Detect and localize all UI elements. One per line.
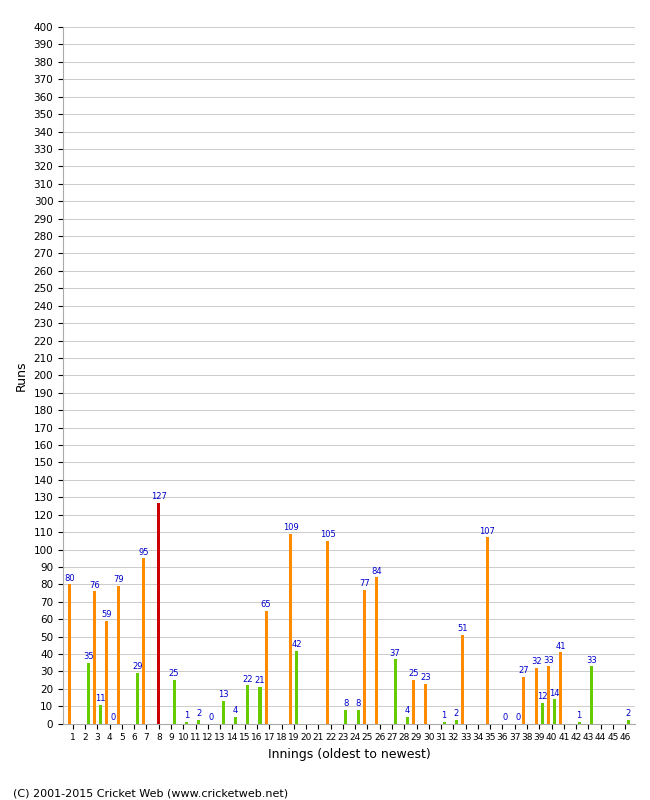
Text: 11: 11 [95, 694, 106, 703]
Text: 127: 127 [151, 492, 166, 501]
Bar [185, 722, 188, 724]
Text: 21: 21 [255, 677, 265, 686]
Text: (C) 2001-2015 Cricket Web (www.cricketweb.net): (C) 2001-2015 Cricket Web (www.cricketwe… [13, 788, 288, 798]
Bar [99, 705, 102, 724]
Text: 2: 2 [454, 710, 459, 718]
Bar [424, 684, 427, 724]
Text: 0: 0 [110, 713, 115, 722]
Text: 14: 14 [549, 689, 560, 698]
Text: 8: 8 [356, 699, 361, 708]
Text: 1: 1 [184, 711, 189, 720]
Text: 77: 77 [359, 579, 370, 588]
Bar [142, 558, 145, 724]
Bar [461, 635, 464, 724]
Bar [547, 666, 550, 724]
Bar [406, 717, 409, 724]
Bar [172, 680, 176, 724]
Text: 13: 13 [218, 690, 229, 699]
Text: 0: 0 [208, 713, 214, 722]
X-axis label: Innings (oldest to newest): Innings (oldest to newest) [268, 748, 430, 761]
Text: 80: 80 [64, 574, 75, 582]
Text: 4: 4 [233, 706, 238, 715]
Bar [136, 674, 139, 724]
Text: 25: 25 [169, 670, 179, 678]
Bar [541, 703, 544, 724]
Text: 95: 95 [138, 547, 149, 557]
Bar [486, 538, 489, 724]
Text: 33: 33 [586, 655, 597, 665]
Text: 25: 25 [408, 670, 419, 678]
Bar [344, 710, 348, 724]
Bar [265, 610, 268, 724]
Bar [295, 650, 298, 724]
Text: 1: 1 [441, 711, 447, 720]
Bar [357, 710, 359, 724]
Bar [197, 720, 200, 724]
Bar [326, 541, 329, 724]
Bar [118, 586, 120, 724]
Text: 27: 27 [519, 666, 529, 675]
Text: 33: 33 [543, 655, 554, 665]
Bar [157, 502, 161, 724]
Bar [627, 720, 630, 724]
Text: 2: 2 [196, 710, 202, 718]
Bar [93, 591, 96, 724]
Bar [559, 652, 562, 724]
Text: 22: 22 [242, 674, 253, 684]
Text: 65: 65 [261, 600, 272, 609]
Text: 1: 1 [577, 711, 582, 720]
Text: 109: 109 [283, 523, 298, 532]
Text: 37: 37 [389, 649, 400, 658]
Text: 84: 84 [371, 566, 382, 576]
Bar [289, 534, 292, 724]
Y-axis label: Runs: Runs [15, 360, 28, 390]
Text: 35: 35 [83, 652, 94, 661]
Bar [246, 686, 250, 724]
Text: 2: 2 [625, 710, 631, 718]
Bar [86, 662, 90, 724]
Bar [523, 677, 525, 724]
Text: 42: 42 [292, 640, 302, 649]
Text: 41: 41 [556, 642, 566, 650]
Bar [412, 680, 415, 724]
Bar [105, 621, 108, 724]
Text: 23: 23 [421, 673, 431, 682]
Text: 32: 32 [531, 658, 541, 666]
Text: 107: 107 [479, 526, 495, 536]
Bar [455, 720, 458, 724]
Text: 79: 79 [114, 575, 124, 584]
Text: 76: 76 [89, 581, 99, 590]
Text: 12: 12 [537, 692, 547, 701]
Text: 105: 105 [320, 530, 335, 539]
Bar [393, 659, 396, 724]
Bar [553, 699, 556, 724]
Bar [590, 666, 593, 724]
Text: 59: 59 [101, 610, 112, 619]
Text: 0: 0 [515, 713, 521, 722]
Bar [222, 701, 225, 724]
Bar [443, 722, 446, 724]
Bar [234, 717, 237, 724]
Text: 8: 8 [343, 699, 348, 708]
Bar [578, 722, 580, 724]
Bar [259, 687, 261, 724]
Text: 29: 29 [132, 662, 142, 671]
Text: 0: 0 [503, 713, 508, 722]
Text: 4: 4 [405, 706, 410, 715]
Text: 51: 51 [458, 624, 468, 633]
Bar [535, 668, 538, 724]
Bar [375, 578, 378, 724]
Bar [363, 590, 366, 724]
Bar [68, 584, 72, 724]
